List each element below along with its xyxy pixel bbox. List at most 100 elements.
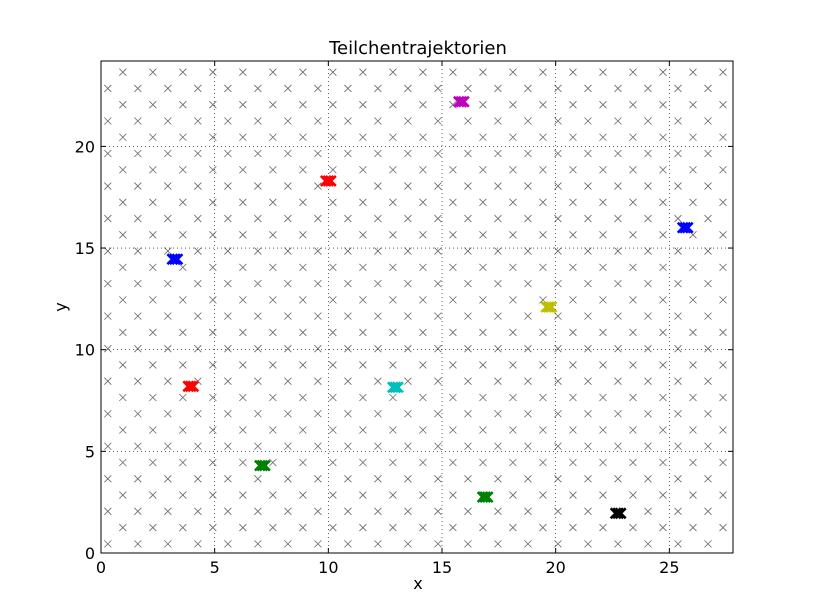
lattice-marker <box>329 100 337 109</box>
lattice-marker <box>449 523 457 532</box>
lattice-marker <box>524 214 532 223</box>
lattice-marker <box>419 361 427 369</box>
lattice-marker <box>644 279 652 288</box>
lattice-marker <box>464 312 472 320</box>
lattice-marker <box>344 214 352 223</box>
lattice-marker <box>134 409 142 418</box>
lattice-marker <box>689 165 697 174</box>
lattice-marker <box>479 361 487 369</box>
lattice-marker <box>599 296 607 304</box>
lattice-marker <box>704 344 712 353</box>
lattice-marker <box>404 117 412 125</box>
lattice-marker <box>104 442 112 451</box>
lattice-marker <box>569 263 577 272</box>
lattice-marker <box>689 491 697 499</box>
lattice-marker <box>194 279 202 288</box>
particle-point <box>322 175 335 187</box>
x-tick-label: 0 <box>96 558 106 577</box>
lattice-marker <box>479 100 487 109</box>
lattice-marker <box>449 231 457 239</box>
lattice-marker <box>704 507 712 516</box>
lattice-marker <box>494 312 502 320</box>
lattice-marker <box>704 247 712 255</box>
lattice-marker <box>479 393 487 402</box>
particle-point <box>681 221 694 234</box>
lattice-marker <box>359 523 367 532</box>
lattice-marker <box>644 247 652 255</box>
lattice-marker <box>329 393 337 402</box>
lattice-marker <box>434 540 442 548</box>
lattice-marker <box>584 475 592 483</box>
lattice-marker <box>284 475 292 483</box>
lattice-marker <box>224 214 232 223</box>
lattice-marker <box>209 198 217 207</box>
lattice-marker <box>464 507 472 516</box>
lattice-marker <box>224 409 232 418</box>
particle-point <box>324 175 337 187</box>
lattice-marker <box>554 182 562 190</box>
lattice-marker <box>299 426 307 434</box>
lattice-marker <box>104 409 112 418</box>
lattice-marker <box>359 100 367 109</box>
lattice-marker <box>344 279 352 288</box>
lattice-marker <box>464 540 472 548</box>
lattice-marker <box>404 344 412 353</box>
lattice-marker <box>389 263 397 272</box>
lattice-marker <box>434 312 442 320</box>
lattice-marker <box>119 68 127 76</box>
lattice-marker <box>419 393 427 402</box>
lattice-marker <box>404 377 412 385</box>
lattice-marker <box>119 231 127 239</box>
lattice-marker <box>254 409 262 418</box>
lattice-marker <box>134 247 142 255</box>
lattice-marker <box>419 231 427 239</box>
lattice-marker <box>659 263 667 272</box>
lattice-marker <box>329 458 337 467</box>
lattice-marker <box>299 165 307 174</box>
lattice-marker <box>239 231 247 239</box>
lattice-marker <box>194 182 202 190</box>
lattice-marker <box>719 393 727 402</box>
lattice-marker <box>674 279 682 288</box>
lattice-marker <box>629 393 637 402</box>
lattice-marker <box>539 263 547 272</box>
lattice-marker <box>554 540 562 548</box>
lattice-marker <box>464 344 472 353</box>
lattice-marker <box>314 117 322 125</box>
lattice-marker <box>554 377 562 385</box>
lattice-marker <box>119 133 127 142</box>
lattice-marker <box>584 442 592 451</box>
lattice-marker <box>149 133 157 142</box>
lattice-marker <box>209 296 217 304</box>
lattice-marker <box>494 475 502 483</box>
lattice-marker <box>389 393 397 402</box>
lattice-marker <box>359 198 367 207</box>
lattice-marker <box>149 68 157 76</box>
lattice-marker <box>119 263 127 272</box>
lattice-marker <box>239 426 247 434</box>
lattice-marker <box>434 247 442 255</box>
lattice-marker <box>599 491 607 499</box>
lattice-marker <box>494 149 502 158</box>
lattice-marker <box>254 507 262 516</box>
lattice-marker <box>419 458 427 467</box>
lattice-marker <box>404 540 412 548</box>
lattice-marker <box>389 231 397 239</box>
lattice-marker <box>584 507 592 516</box>
lattice-marker <box>599 523 607 532</box>
lattice-marker <box>239 263 247 272</box>
lattice-marker <box>704 540 712 548</box>
lattice-marker <box>614 312 622 320</box>
lattice-marker <box>194 247 202 255</box>
lattice-marker <box>164 182 172 190</box>
lattice-marker <box>179 231 187 239</box>
lattice-marker <box>509 361 517 369</box>
lattice-marker <box>314 475 322 483</box>
lattice-marker <box>479 198 487 207</box>
lattice-marker <box>614 442 622 451</box>
lattice-marker <box>629 361 637 369</box>
lattice-marker <box>314 377 322 385</box>
lattice-marker <box>629 426 637 434</box>
lattice-marker <box>494 84 502 93</box>
lattice-marker <box>689 231 697 239</box>
